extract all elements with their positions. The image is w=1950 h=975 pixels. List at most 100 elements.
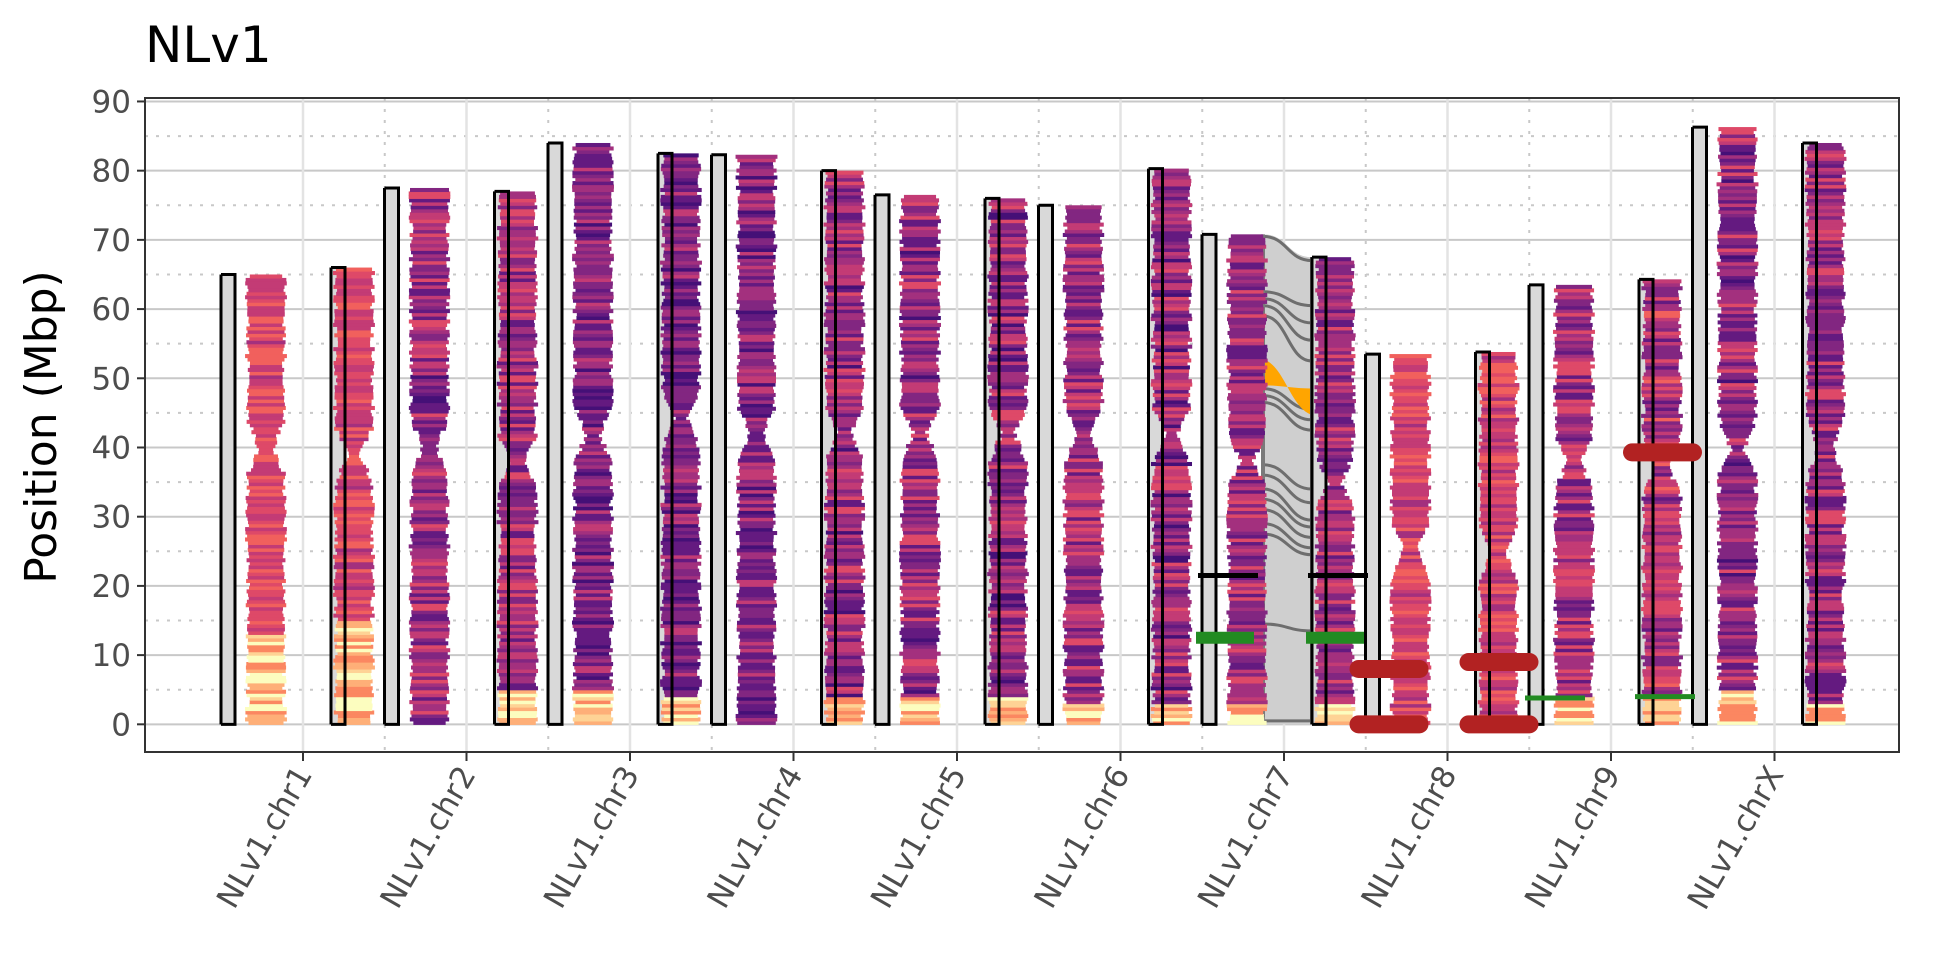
density-band — [1067, 412, 1100, 417]
density-band — [1314, 385, 1356, 390]
density-band — [902, 464, 938, 469]
density-band — [1806, 309, 1845, 314]
y-tick-label: 90 — [92, 84, 131, 120]
x-tick-label: NLv1.chr4 — [700, 760, 810, 914]
density-band — [1400, 554, 1421, 559]
density-band — [662, 381, 700, 386]
chromosome-outline — [821, 169, 837, 726]
density-band — [247, 623, 285, 629]
density-band — [411, 675, 448, 680]
density-band — [1065, 482, 1102, 487]
density-band — [1720, 316, 1755, 321]
y-tick-label: 10 — [92, 638, 131, 674]
density-band — [408, 288, 451, 293]
density-band — [335, 662, 373, 667]
density-band — [669, 405, 693, 411]
density-band — [1808, 229, 1843, 234]
density-band — [334, 520, 374, 525]
density-band — [900, 367, 940, 372]
density-band — [835, 433, 854, 438]
density-band — [826, 215, 863, 220]
density-band — [991, 679, 1025, 684]
density-band — [500, 208, 535, 213]
density-band — [247, 388, 285, 393]
density-band — [1808, 568, 1843, 573]
density-band — [1064, 381, 1103, 386]
density-band — [1229, 717, 1265, 722]
density-band — [408, 405, 451, 411]
density-band — [1317, 551, 1353, 556]
density-band — [737, 258, 776, 263]
density-band — [663, 516, 699, 521]
density-band — [246, 333, 286, 338]
density-band — [993, 416, 1023, 421]
density-band — [664, 191, 698, 196]
density-band — [1554, 416, 1594, 421]
density-band — [660, 333, 702, 338]
density-band — [1230, 565, 1264, 570]
density-band — [988, 395, 1028, 400]
density-band — [661, 302, 701, 307]
density-band — [333, 592, 375, 597]
density-band — [735, 175, 778, 180]
density-band — [409, 592, 450, 597]
density-band — [1228, 368, 1266, 373]
density-band — [661, 291, 701, 296]
density-band — [507, 464, 528, 469]
density-band — [1643, 610, 1681, 615]
density-band — [500, 354, 535, 359]
density-band — [576, 468, 610, 473]
density-band — [990, 246, 1026, 251]
density-band — [336, 610, 372, 615]
density-band — [988, 277, 1028, 282]
density-band — [1320, 495, 1350, 500]
density-band — [335, 679, 373, 684]
density-band — [1555, 693, 1593, 698]
density-band — [1226, 292, 1268, 298]
density-band — [1808, 274, 1843, 279]
density-band — [572, 174, 614, 179]
density-band — [661, 575, 701, 580]
density-band — [1717, 320, 1758, 325]
density-band — [1562, 475, 1586, 480]
density-band — [1072, 419, 1095, 424]
chromosome-NLv1.chr5 — [873, 193, 1029, 726]
density-band — [1805, 720, 1846, 725]
density-band — [1718, 641, 1757, 646]
density-band — [1152, 299, 1191, 304]
density-band — [1718, 199, 1757, 204]
density-band — [902, 672, 938, 677]
density-band — [573, 156, 613, 161]
density-band — [1317, 502, 1353, 507]
density-band — [902, 713, 938, 718]
density-band — [828, 187, 861, 193]
density-band — [736, 379, 777, 384]
density-band — [1150, 265, 1193, 270]
density-band — [1804, 222, 1847, 227]
density-band — [1155, 689, 1188, 694]
density-band — [1645, 434, 1679, 439]
density-band — [1230, 410, 1264, 415]
density-band — [991, 222, 1025, 227]
density-band — [739, 289, 774, 294]
density-band — [1806, 703, 1845, 708]
density-band — [1717, 348, 1758, 353]
density-band — [248, 651, 284, 656]
density-band — [739, 344, 774, 349]
density-band — [415, 461, 444, 466]
density-band — [1717, 341, 1758, 346]
density-band — [335, 281, 373, 286]
density-band — [1150, 279, 1193, 284]
density-band — [1393, 620, 1428, 625]
density-band — [249, 585, 283, 590]
density-band — [660, 305, 702, 310]
density-band — [1393, 679, 1428, 684]
density-band — [1807, 347, 1844, 352]
density-band — [664, 246, 698, 251]
density-band — [1718, 385, 1757, 391]
density-band — [1642, 620, 1682, 625]
density-band — [1150, 707, 1193, 712]
density-band — [410, 551, 449, 556]
density-band — [1318, 648, 1352, 653]
density-band — [1392, 475, 1429, 480]
